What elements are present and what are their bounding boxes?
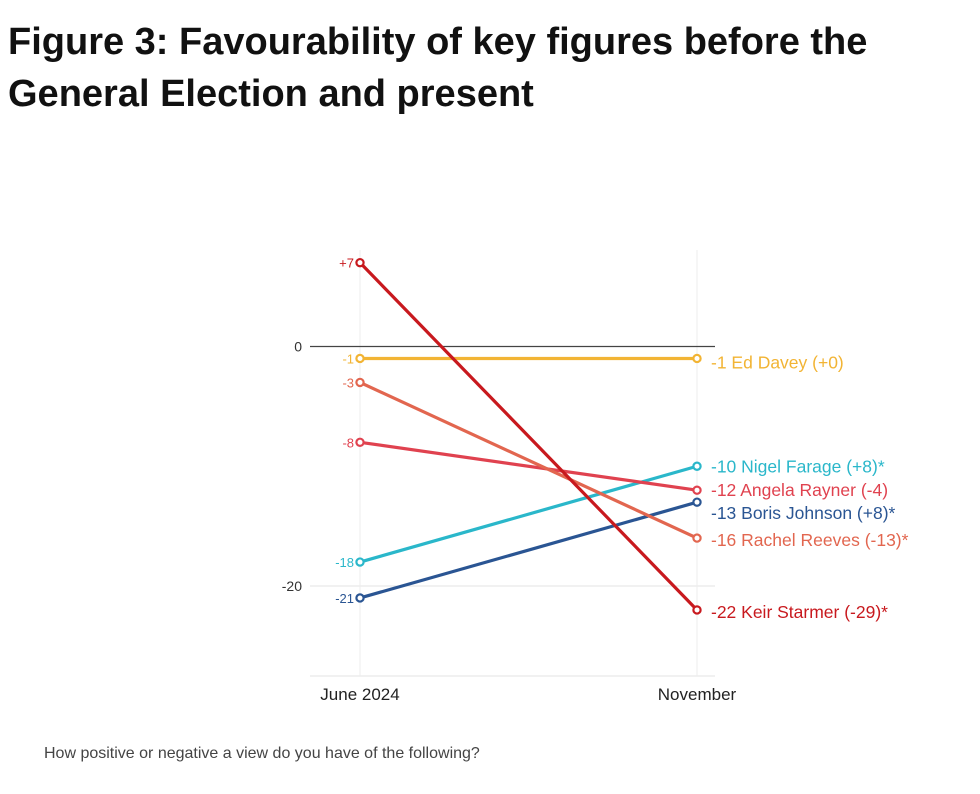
start-point bbox=[355, 593, 365, 603]
series-rachel-reeves bbox=[355, 377, 702, 543]
series-line bbox=[358, 440, 699, 492]
series-lines bbox=[355, 257, 702, 615]
end-point bbox=[692, 461, 702, 471]
series-ed-davey bbox=[355, 353, 702, 364]
end-value-label: -12 Angela Rayner (-4) bbox=[711, 480, 888, 500]
x-axis-ticks: June 2024 November bbox=[320, 685, 736, 704]
series-line bbox=[358, 500, 699, 600]
end-point bbox=[692, 533, 702, 543]
question-footnote: How positive or negative a view do you h… bbox=[44, 745, 480, 762]
end-labels: -1 Ed Davey (+0) -10 Nigel Farage (+8)* -1… bbox=[711, 352, 909, 621]
series-keir-starmer bbox=[355, 257, 702, 615]
series-boris-johnson bbox=[355, 497, 702, 603]
end-value-label: -1 Ed Davey (+0) bbox=[711, 352, 844, 372]
x-tick-label: November bbox=[658, 685, 737, 704]
start-labels: -1 -18 -8 -21 -3 +7 bbox=[335, 256, 354, 606]
end-point bbox=[692, 353, 702, 364]
start-point bbox=[355, 557, 365, 567]
end-value-label: -22 Keir Starmer (-29)* bbox=[711, 602, 888, 622]
end-point bbox=[692, 605, 702, 615]
start-point bbox=[355, 377, 365, 388]
grid-lines bbox=[310, 250, 715, 677]
page-title: Figure 3: Favourability of key figures b… bbox=[8, 21, 868, 115]
start-point bbox=[355, 257, 365, 268]
start-value-label: -8 bbox=[342, 435, 354, 450]
end-value-label: -10 Nigel Farage (+8)* bbox=[711, 456, 885, 476]
series-line bbox=[358, 380, 699, 540]
y-tick-label: -20 bbox=[282, 578, 302, 594]
end-value-label: -16 Rachel Reeves (-13)* bbox=[711, 530, 909, 550]
start-value-label: -3 bbox=[342, 375, 354, 390]
start-point bbox=[355, 353, 365, 364]
series-angela-rayner bbox=[355, 437, 702, 495]
start-value-label: -21 bbox=[335, 591, 354, 606]
start-value-label: -1 bbox=[342, 351, 354, 366]
x-tick-label: June 2024 bbox=[320, 685, 399, 704]
end-value-label: -13 Boris Johnson (+8)* bbox=[711, 503, 896, 523]
end-point bbox=[692, 497, 702, 507]
y-axis-ticks: 0 -20 bbox=[282, 339, 302, 595]
start-value-label: -18 bbox=[335, 555, 354, 570]
start-point bbox=[355, 437, 365, 447]
series-line bbox=[358, 261, 699, 612]
start-value-label: +7 bbox=[339, 256, 354, 271]
end-point bbox=[692, 485, 702, 495]
y-tick-label: 0 bbox=[294, 339, 302, 355]
